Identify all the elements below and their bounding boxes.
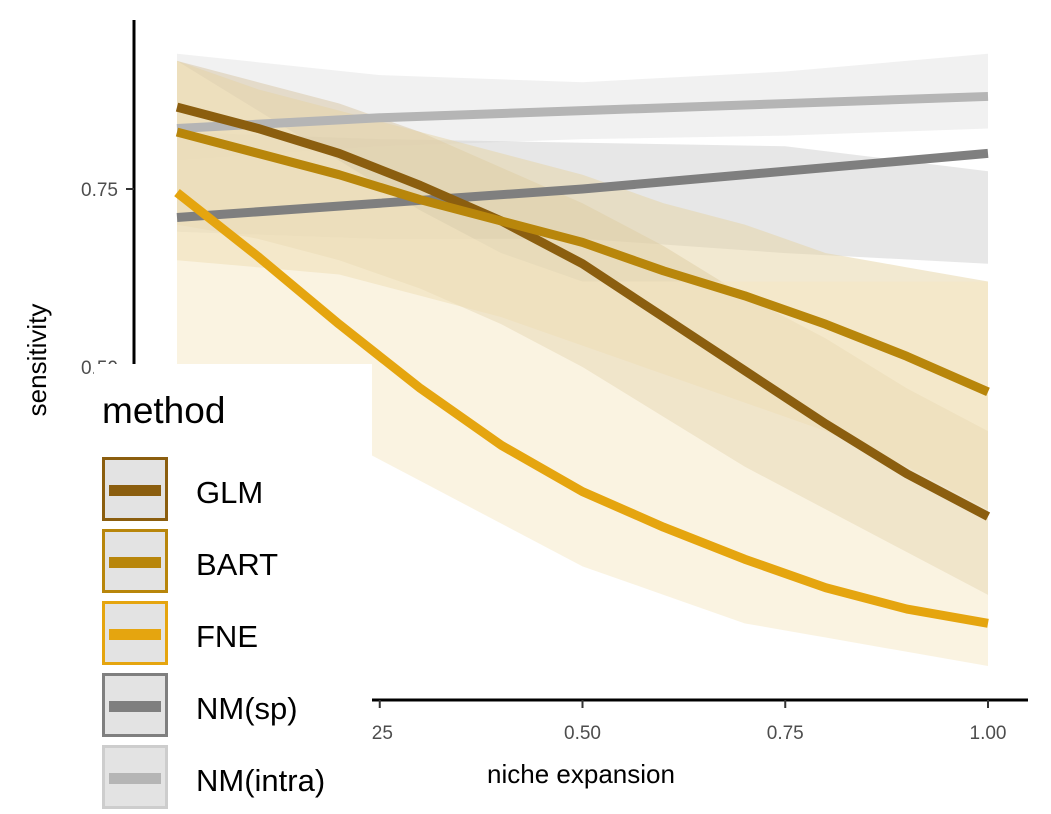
line-nm-intra bbox=[176, 91, 989, 133]
legend-label-bart: BART bbox=[196, 547, 279, 582]
x-tick-label: .25 bbox=[367, 723, 393, 744]
y-axis-title: sensitivity bbox=[22, 304, 52, 417]
y-tick-label: 0.75 bbox=[81, 180, 118, 201]
line-fne bbox=[174, 189, 989, 628]
legend-label-nm-sp: NM(sp) bbox=[196, 691, 298, 726]
legend-swatch-fne bbox=[109, 629, 161, 640]
legend-key-fne bbox=[102, 601, 168, 665]
x-tick-label: 0.75 bbox=[767, 723, 804, 744]
legend-title: method bbox=[102, 390, 226, 431]
legend-key-bart bbox=[102, 529, 168, 593]
series-lines bbox=[174, 91, 991, 628]
x-tick-label: 1.00 bbox=[970, 723, 1007, 744]
legend-swatch-glm bbox=[109, 485, 161, 496]
axis-ticks: 0.750.500.250.500.751.00 bbox=[81, 180, 1006, 744]
band-fne bbox=[177, 60, 988, 667]
legend-key-nm-sp bbox=[102, 673, 168, 737]
legend-label-fne: FNE bbox=[196, 619, 258, 654]
legend-key-nm-intra bbox=[102, 745, 168, 809]
legend-swatch-nm-sp bbox=[109, 701, 161, 712]
line-bart bbox=[175, 127, 990, 397]
line-nm-sp bbox=[176, 148, 989, 222]
legend-label-nm-intra: NM(intra) bbox=[196, 763, 326, 798]
line-glm bbox=[175, 102, 991, 521]
legend-swatch-bart bbox=[109, 557, 161, 568]
legend-swatch-nm-intra bbox=[109, 773, 161, 784]
legend-label-glm: GLM bbox=[196, 475, 264, 510]
legend: method GLM BART FNE NM(sp) NM(intra) bbox=[94, 364, 372, 814]
x-axis-title: niche expansion bbox=[487, 759, 675, 789]
x-tick-label: 0.50 bbox=[564, 723, 601, 744]
legend-key-glm bbox=[102, 457, 168, 521]
